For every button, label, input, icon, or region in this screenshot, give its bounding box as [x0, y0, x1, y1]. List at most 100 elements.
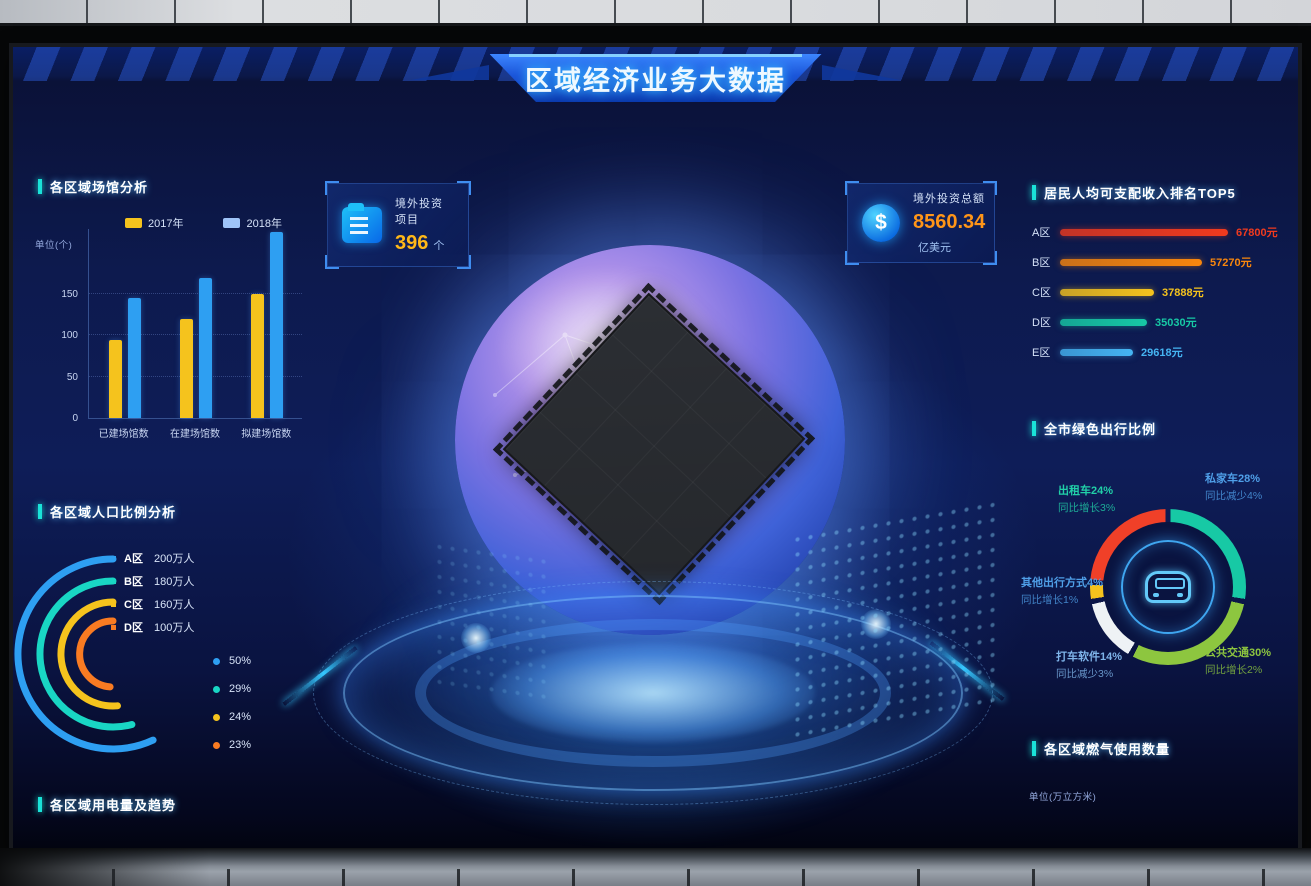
bar-group-在建场馆数: [179, 278, 212, 418]
income-row[interactable]: D区 35030元: [1032, 315, 1296, 329]
gridline: [89, 375, 302, 377]
wall-tiles-top: [0, 0, 1311, 26]
venues-bar-chart: 0 50 100 150 已建场馆数 在建场馆数 拟建场馆数: [48, 229, 310, 443]
card-corner: [983, 251, 997, 265]
panel-title-income-text: 居民人均可支配收入排名TOP5: [1044, 186, 1236, 201]
donut-label-ride-hailing: 打车软件14% 同比减少3%: [1056, 649, 1122, 682]
venues-legend: 2017年 2018年: [125, 215, 282, 231]
population-arc-C区[interactable]: [57, 598, 121, 710]
gridline: [89, 293, 302, 295]
donut-label-name: 出租车24%: [1058, 485, 1114, 497]
page-title: 区域经济业务大数据: [525, 65, 786, 96]
income-bar[interactable]: [1060, 228, 1228, 236]
category-label: 已建场馆数: [98, 429, 149, 440]
income-row-label: E区: [1032, 347, 1051, 359]
bar-在建场馆数-2017年[interactable]: [179, 319, 193, 418]
venues-y-axis: 0 50 100 150: [48, 229, 82, 424]
percent-legend-row[interactable]: 24%: [213, 711, 251, 723]
card-corner: [325, 181, 339, 195]
y-tick-label: 150: [61, 289, 78, 301]
population-row[interactable]: A区 200万人: [111, 552, 194, 565]
income-row-label: B区: [1032, 257, 1051, 269]
y-tick-label: 100: [61, 330, 78, 342]
wall-shelf-bottom: [0, 848, 1311, 886]
platform-spark-left: [461, 623, 491, 653]
legend-item-2017[interactable]: 2017年: [125, 215, 183, 231]
card-corner: [457, 181, 471, 195]
percent-legend-value: 23%: [229, 739, 252, 751]
stat-card-investment-total[interactable]: $ 境外投资总额 8560.34 亿美元: [845, 181, 997, 265]
legend-label-2017: 2017年: [148, 218, 184, 230]
wall-tiles-bottom: [0, 869, 1311, 886]
population-value: 180万人: [154, 576, 195, 588]
digital-dots-right: [791, 496, 996, 739]
income-row[interactable]: E区 29618元: [1032, 345, 1296, 359]
digital-dots-left: [433, 538, 553, 706]
green-travel-donut[interactable]: [1090, 509, 1246, 665]
income-row[interactable]: A区 67800元: [1032, 225, 1296, 239]
population-percent-legend: 50% 29% 24% 23%: [213, 655, 251, 751]
venues-categories: 已建场馆数 在建场馆数 拟建场馆数: [88, 425, 302, 440]
projects-folder-icon: [342, 203, 382, 243]
percent-legend-row[interactable]: 29%: [213, 683, 251, 695]
income-row-label: A区: [1032, 227, 1051, 239]
gridline: [89, 334, 302, 336]
donut-label-taxi: 出租车24% 同比增长3%: [1058, 483, 1115, 516]
donut-label-other-modes: 其他出行方式4% 同比增长1%: [1021, 575, 1103, 608]
income-bar[interactable]: [1060, 258, 1202, 266]
bar-group-已建场馆数: [108, 298, 141, 418]
card-corner: [325, 255, 339, 269]
income-bar[interactable]: [1060, 318, 1147, 326]
population-label: D区: [124, 622, 143, 634]
panel-title-electricity: 各区域用电量及趋势: [38, 795, 176, 814]
bar-拟建场馆数-2017年[interactable]: [250, 294, 264, 418]
population-arc-B区[interactable]: [36, 577, 136, 731]
venues-unit-label: 单位(个): [35, 240, 73, 251]
percent-legend-row[interactable]: 23%: [213, 739, 251, 751]
income-row-value: 29618元: [1141, 347, 1183, 359]
population-value: 100万人: [154, 622, 195, 634]
bar-已建场馆数-2017年[interactable]: [108, 340, 122, 418]
panel-title-gas: 各区域燃气使用数量: [1032, 739, 1170, 758]
population-arc-D区[interactable]: [76, 617, 117, 691]
population-row[interactable]: D区 100万人: [111, 621, 195, 634]
card-corner: [845, 181, 859, 195]
income-bar[interactable]: [1060, 348, 1133, 356]
population-dot: [111, 578, 116, 584]
y-tick-label: 50: [66, 371, 78, 383]
income-row-value: 67800元: [1236, 227, 1278, 239]
panel-title-green-travel-text: 全市绿色出行比例: [1044, 422, 1157, 437]
panel-title-green-travel: 全市绿色出行比例: [1032, 419, 1156, 438]
bar-在建场馆数-2018年[interactable]: [198, 278, 212, 418]
stat-card-label: 境外投资项目: [395, 198, 443, 226]
legend-item-2018[interactable]: 2018年: [223, 215, 282, 231]
population-row[interactable]: C区 160万人: [111, 598, 195, 611]
income-row[interactable]: C区 37888元: [1032, 285, 1296, 299]
income-row[interactable]: B区 57270元: [1032, 255, 1296, 269]
percent-legend-dot: [213, 685, 220, 693]
percent-legend-value: 50%: [229, 655, 252, 667]
donut-label-name: 公共交通30%: [1205, 647, 1272, 659]
donut-label-change: 同比减少3%: [1056, 668, 1114, 681]
population-label: A区: [124, 553, 143, 565]
donut-label-change: 同比减少4%: [1205, 490, 1263, 503]
donut-label-change: 同比增长3%: [1058, 502, 1116, 515]
stat-card-investment-projects[interactable]: 境外投资项目 396 个: [325, 181, 471, 269]
venues-bar-plot: [88, 229, 302, 419]
population-row[interactable]: B区 180万人: [111, 575, 195, 588]
population-value: 160万人: [154, 599, 195, 611]
y-tick-label: 0: [72, 413, 78, 424]
population-label: C区: [124, 599, 143, 611]
donut-label-name: 私家车28%: [1205, 473, 1261, 485]
bar-已建场馆数-2018年[interactable]: [127, 298, 141, 418]
bar-拟建场馆数-2018年[interactable]: [269, 232, 283, 418]
bar-group-拟建场馆数: [250, 232, 283, 418]
population-dot: [111, 555, 116, 561]
percent-legend-row[interactable]: 50%: [213, 655, 251, 667]
income-bar[interactable]: [1060, 288, 1154, 296]
population-arc-A区[interactable]: [14, 555, 157, 753]
percent-legend-value: 24%: [229, 711, 252, 723]
percent-legend-dot: [213, 713, 220, 721]
card-corner: [845, 251, 859, 265]
